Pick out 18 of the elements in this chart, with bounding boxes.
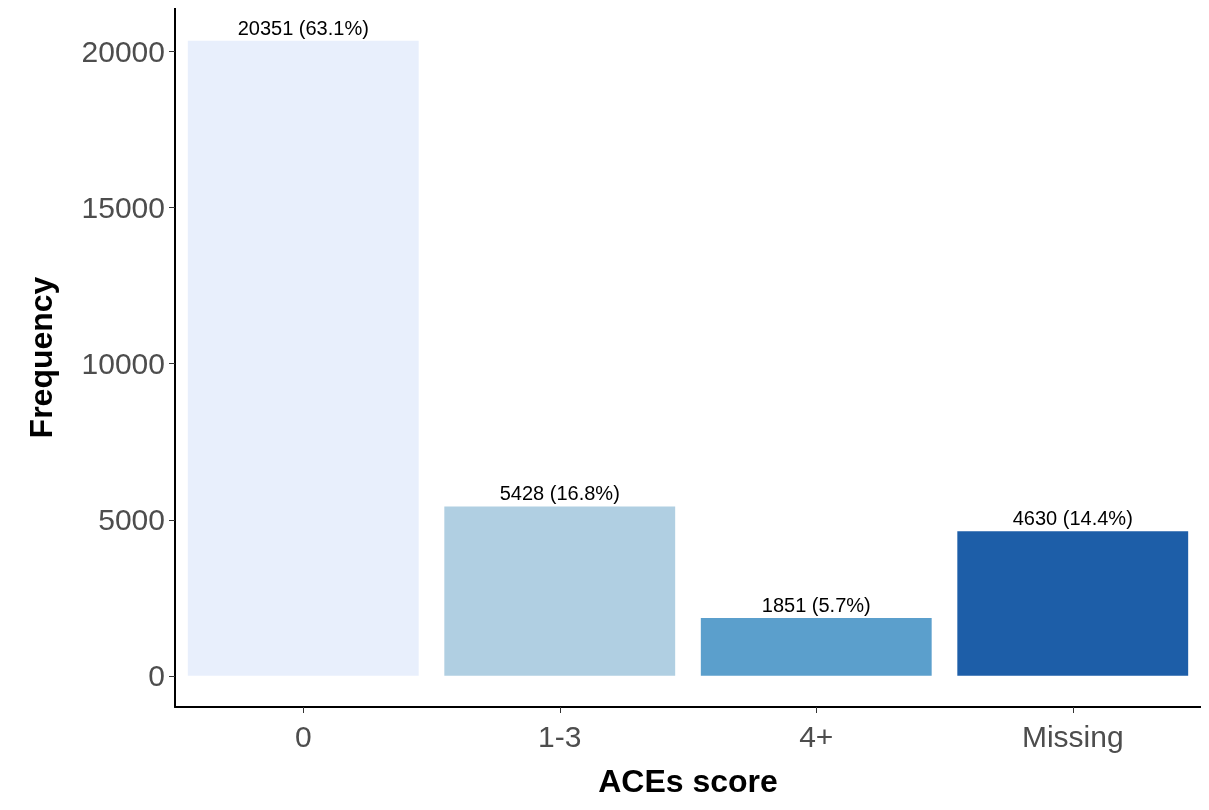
y-tick-label: 20000 bbox=[81, 35, 165, 69]
data-label: 20351 (63.1%) bbox=[237, 16, 369, 39]
data-label: 4630 (14.4%) bbox=[1012, 507, 1133, 530]
bar bbox=[957, 531, 1189, 676]
y-axis-title: Frequency bbox=[23, 276, 59, 439]
x-tick-label: 1-3 bbox=[538, 719, 582, 753]
y-tick-label: 15000 bbox=[81, 191, 165, 225]
x-tick-label: 4+ bbox=[799, 719, 834, 753]
bar bbox=[700, 618, 932, 676]
x-tick-label: 0 bbox=[294, 719, 312, 753]
bar bbox=[444, 506, 676, 676]
data-label: 5428 (16.8%) bbox=[499, 482, 620, 505]
y-tick-label: 0 bbox=[148, 659, 165, 693]
data-label: 1851 (5.7%) bbox=[761, 594, 871, 617]
x-tick-label: Missing bbox=[1021, 719, 1124, 753]
y-tick-label: 10000 bbox=[81, 347, 165, 381]
y-tick-label: 5000 bbox=[98, 503, 165, 537]
x-axis-title: ACEs score bbox=[598, 763, 778, 799]
